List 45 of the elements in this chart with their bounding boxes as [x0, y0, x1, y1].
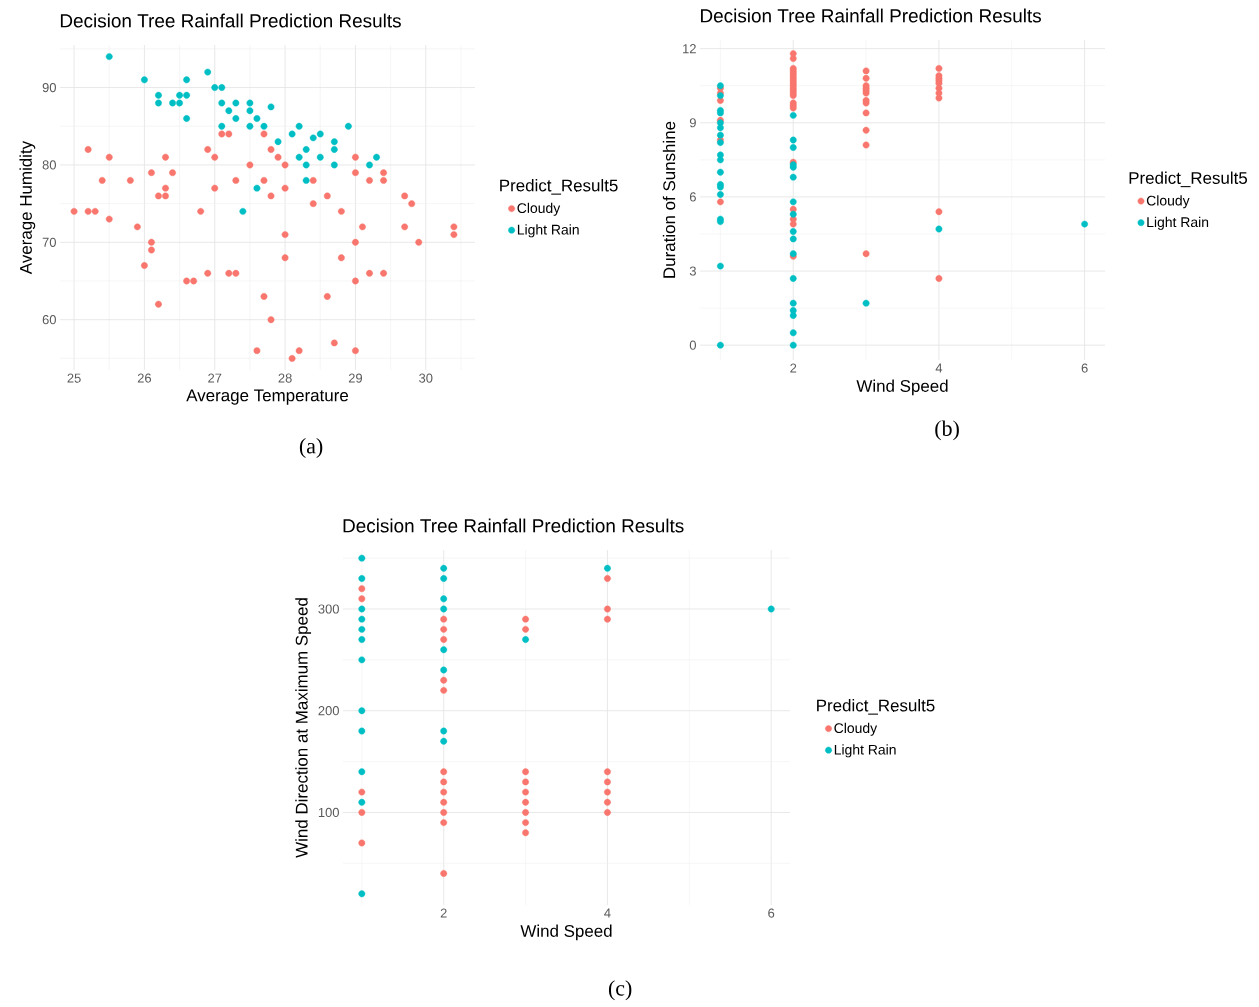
y-tick-label: 200	[318, 706, 339, 716]
x-tick-label: 2	[790, 363, 797, 373]
legend-label: Light Rain	[517, 224, 579, 238]
legend-title: Predict_Result5	[817, 699, 935, 715]
y-tick-label: 100	[318, 807, 339, 818]
legend-label: Light Rain	[1147, 216, 1209, 230]
legend-title: Predict_Result5	[500, 179, 618, 195]
y-axis-title: Average Humidity	[19, 140, 36, 275]
y-axis-title: Duration of Sunshine	[662, 121, 676, 278]
legend-label: Cloudy	[517, 202, 561, 216]
x-tick-label: 28	[278, 373, 292, 383]
legend-label: Cloudy	[1146, 195, 1190, 209]
y-tick-label: 70	[42, 237, 56, 247]
y-tick-label: 12	[683, 44, 696, 54]
y-tick-label: 60	[42, 315, 56, 325]
x-tick-label: 4	[935, 363, 943, 373]
text: (a)	[299, 438, 323, 458]
y-axis-title: Wind Direction at Maximum Speed	[295, 598, 312, 858]
x-tick-label: 27	[208, 373, 222, 383]
x-tick-label: 29	[348, 373, 363, 383]
x-tick-label: 25	[67, 373, 81, 383]
text: (c)	[608, 980, 632, 1001]
legend-label: Cloudy	[834, 722, 878, 736]
x-axis-title: Wind Speed	[520, 924, 612, 941]
y-tick-label: 6	[689, 192, 696, 202]
chart-title: Decision Tree Rainfall Prediction Results	[60, 13, 401, 28]
y-tick-label: 90	[42, 82, 56, 93]
legend-title: Predict_Result5	[1129, 171, 1248, 188]
x-tick-label: 26	[137, 373, 152, 383]
legend-label: Light Rain	[834, 744, 896, 758]
y-tick-label: 9	[689, 118, 696, 128]
x-tick-label: 30	[419, 373, 433, 383]
chart-title: Decision Tree Rainfall Prediction Results	[343, 518, 684, 533]
x-tick-label: 6	[768, 908, 775, 918]
y-tick-label: 0	[689, 340, 696, 350]
y-tick-label: 300	[318, 604, 339, 614]
x-axis-title: Average Temperature	[186, 389, 349, 405]
text: (b)	[935, 420, 959, 441]
x-tick-label: 4	[604, 908, 611, 918]
x-axis-title: Wind Speed	[856, 379, 948, 396]
chart-title: Decision Tree Rainfall Prediction Results	[701, 8, 1041, 23]
x-tick-label: 2	[440, 908, 447, 918]
y-tick-label: 3	[689, 266, 696, 276]
y-tick-label: 80	[42, 160, 56, 170]
x-tick-label: 6	[1081, 363, 1088, 373]
